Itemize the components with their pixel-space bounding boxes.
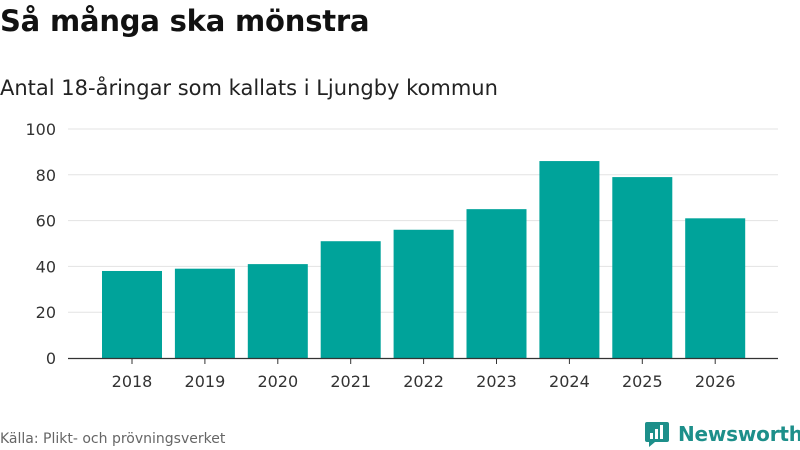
bar-2018 bbox=[102, 270, 162, 358]
bar-2025 bbox=[612, 177, 673, 358]
bar-2020 bbox=[247, 264, 308, 358]
brand-name: Newsworthy bbox=[678, 422, 800, 446]
x-tick-label: 2019 bbox=[185, 372, 226, 391]
brand-logo: Newsworthy bbox=[644, 420, 800, 448]
y-tick-label: 60 bbox=[36, 212, 56, 231]
x-tick-label: 2025 bbox=[622, 372, 663, 391]
bar-2024 bbox=[539, 161, 600, 358]
source-note: Källa: Plikt- och prövningsverket bbox=[0, 431, 226, 447]
y-tick-label: 80 bbox=[36, 166, 56, 185]
x-tick-label: 2021 bbox=[330, 372, 371, 391]
chart-title: Så många ska mönstra bbox=[0, 4, 370, 38]
y-tick-label: 40 bbox=[36, 257, 56, 276]
x-tick-label: 2018 bbox=[112, 372, 153, 391]
bar-2019 bbox=[174, 268, 235, 358]
bar-2026 bbox=[685, 218, 746, 358]
x-tick-label: 2026 bbox=[695, 372, 736, 391]
bars bbox=[102, 161, 746, 358]
x-tick-label: 2024 bbox=[549, 372, 590, 391]
bar-2021 bbox=[320, 241, 381, 358]
y-axis-ticks: 0 20 40 60 80 100 bbox=[25, 120, 56, 368]
y-tick-label: 0 bbox=[46, 349, 56, 368]
bar-2023 bbox=[466, 209, 527, 358]
x-tick-label: 2022 bbox=[403, 372, 444, 391]
y-tick-label: 20 bbox=[36, 303, 56, 322]
x-tick-label: 2023 bbox=[476, 372, 517, 391]
x-axis-ticks: 2018 2019 2020 2021 2022 2023 2024 2025 2026 bbox=[112, 358, 736, 391]
chart-subtitle: Antal 18-åringar som kallats i Ljungby k… bbox=[0, 76, 498, 100]
y-tick-label: 100 bbox=[25, 120, 56, 139]
newsworthy-logo-icon bbox=[645, 422, 669, 447]
bar-2022 bbox=[393, 229, 454, 358]
x-tick-label: 2020 bbox=[257, 372, 298, 391]
